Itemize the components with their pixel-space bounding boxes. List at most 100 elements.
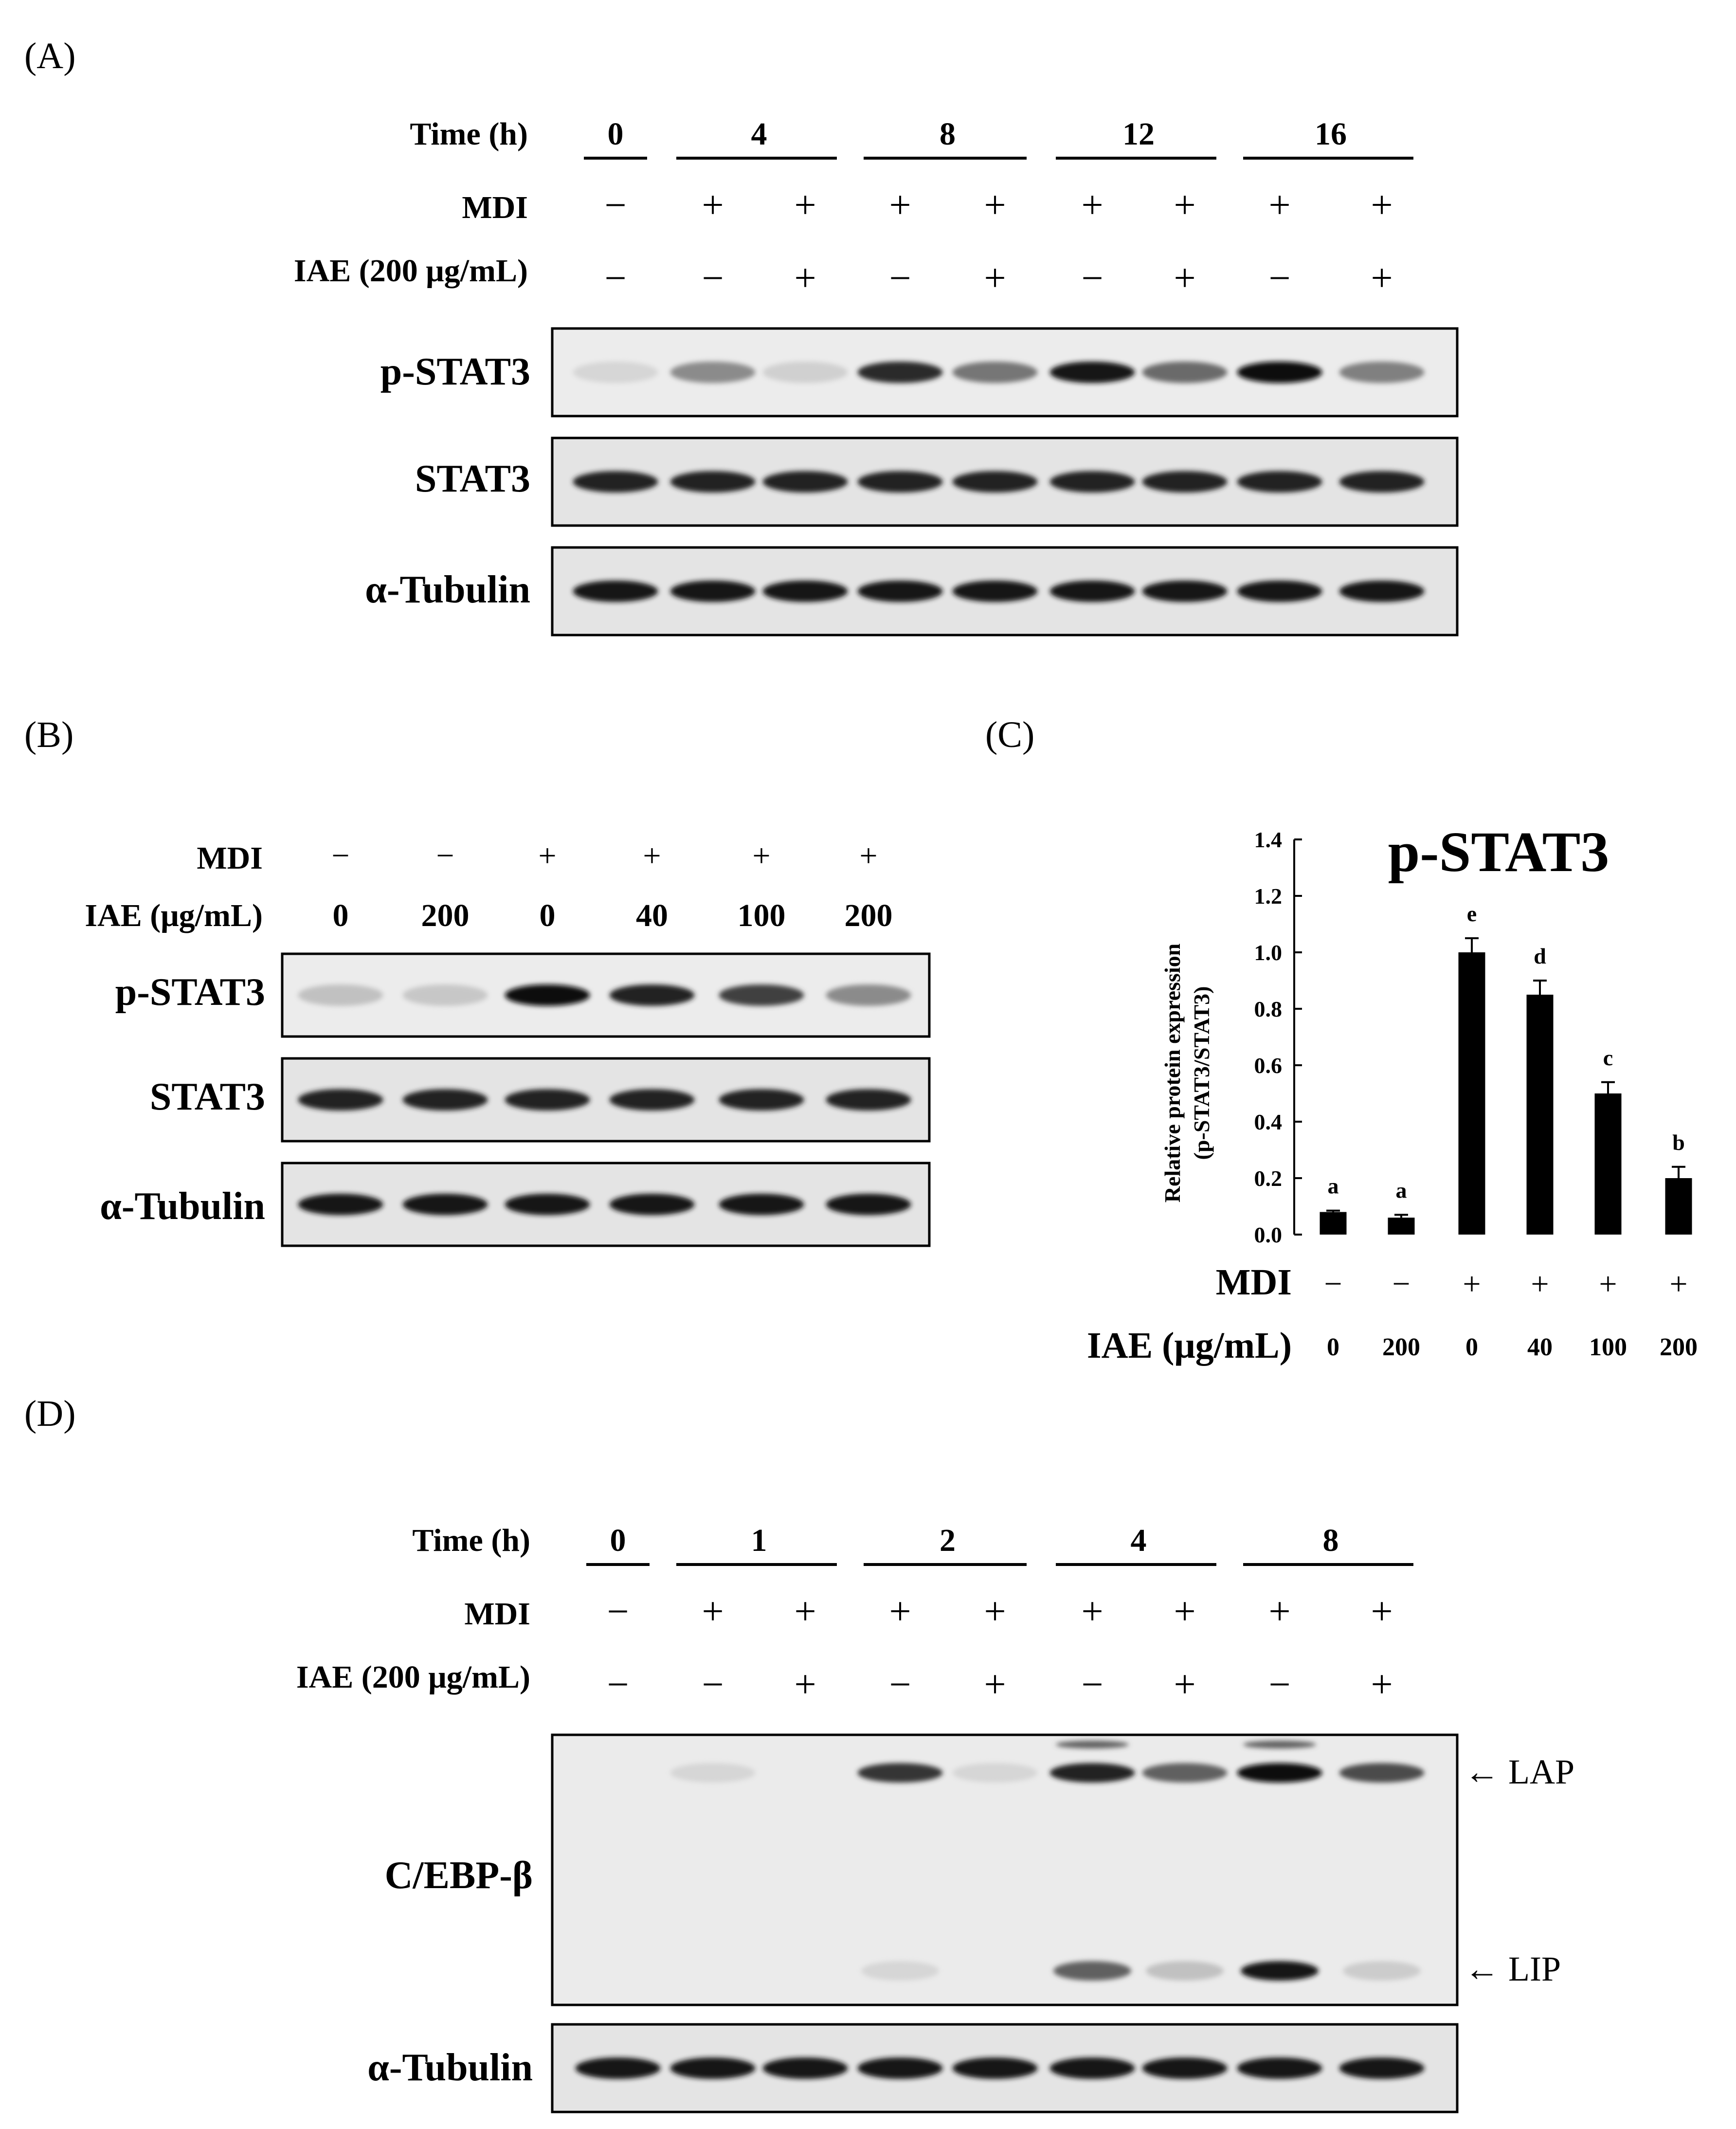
panel-a-band xyxy=(573,581,658,602)
panel-b-band xyxy=(719,984,804,1006)
panel-d-mdi-sign: − xyxy=(607,1590,629,1633)
panel-d-time-value: 2 xyxy=(940,1523,956,1558)
panel-b-band xyxy=(719,1194,804,1215)
panel-b-mdi-label: MDI xyxy=(197,840,263,876)
panel-d-lap-band xyxy=(1142,1763,1228,1783)
panel-a-mdi-sign: + xyxy=(1268,184,1290,227)
panel-a-band xyxy=(1049,362,1135,383)
panel-a-mdi-sign: + xyxy=(889,184,911,227)
panel-b-iae-value: 0 xyxy=(540,898,556,933)
panel-b-tubulin-blot xyxy=(281,1162,931,1247)
panel-a-band xyxy=(1142,581,1228,602)
panel-b-mdi-sign: + xyxy=(752,838,770,873)
panel-a-band xyxy=(573,471,658,492)
panel-d-time-value: 4 xyxy=(1131,1523,1147,1558)
chart-mdi-sign: + xyxy=(1531,1266,1549,1302)
panel-d-lip-band xyxy=(861,1961,939,1981)
panel-d-cebp-label: C/EBP-β xyxy=(385,1854,533,1897)
panel-a-band xyxy=(857,362,943,383)
panel-b-mdi-sign: − xyxy=(436,838,454,873)
panel-b-band xyxy=(609,1194,695,1215)
panel-a-time-value: 0 xyxy=(608,116,624,152)
panel-d-lap-band xyxy=(670,1763,756,1783)
panel-d-tubulin-band xyxy=(575,2057,661,2079)
panel-a-band xyxy=(762,581,848,602)
panel-a-band xyxy=(1049,471,1135,492)
chart-y-tick-label: 1.0 xyxy=(1254,940,1283,965)
panel-a-band xyxy=(670,581,756,602)
chart-iae-value: 200 xyxy=(1660,1333,1698,1361)
panel-d-mdi-sign: + xyxy=(1268,1590,1290,1633)
panel-b-iae-value: 40 xyxy=(636,898,668,933)
chart-mdi-sign: + xyxy=(1599,1266,1617,1302)
panel-d-iae-sign: + xyxy=(1174,1663,1195,1706)
chart-significance-letter: d xyxy=(1534,944,1546,968)
chart-y-tick-label: 0.2 xyxy=(1254,1166,1283,1191)
panel-a-band xyxy=(670,471,756,492)
panel-a-band xyxy=(573,362,658,383)
panel-d-iae-sign: − xyxy=(702,1663,723,1706)
panel-a-label: (A) xyxy=(24,36,76,76)
panel-d-time-label: Time (h) xyxy=(412,1523,530,1558)
panel-b-stat3-blot xyxy=(281,1057,931,1143)
chart-significance-letter: e xyxy=(1467,901,1477,926)
chart-mdi-label: MDI xyxy=(1216,1262,1292,1303)
panel-d-lip-label: ← LIP xyxy=(1465,1949,1561,1988)
panel-b-band xyxy=(298,984,383,1006)
panel-d-iae-sign: − xyxy=(889,1663,911,1706)
panel-a-iae-label: IAE (200 μg/mL) xyxy=(294,253,528,289)
panel-b-band xyxy=(826,1089,911,1110)
panel-b-band xyxy=(298,1089,383,1110)
panel-d-label: (D) xyxy=(24,1393,76,1434)
chart-mdi-sign: + xyxy=(1669,1266,1687,1302)
panel-a-iae-sign: − xyxy=(889,257,911,300)
panel-d-iae-sign: − xyxy=(607,1663,629,1706)
chart-iae-value: 0 xyxy=(1465,1333,1478,1361)
panel-b-header: − − + + + +0 200 0 40 100 200 xyxy=(331,838,892,933)
chart-title: p-STAT3 xyxy=(1388,820,1609,884)
panel-d-tubulin-band xyxy=(1049,2057,1135,2079)
chart-iae-value: 40 xyxy=(1527,1333,1553,1361)
panel-b-mdi-sign: − xyxy=(331,838,349,873)
panel-d-tubulin-band xyxy=(762,2057,848,2079)
panel-d-upper-band xyxy=(1243,1741,1316,1748)
chart-y-tick-label: 1.4 xyxy=(1254,827,1283,852)
panel-a-time-value: 12 xyxy=(1122,116,1155,152)
panel-a-time-value: 16 xyxy=(1315,116,1347,152)
panel-b-mdi-sign: + xyxy=(859,838,877,873)
panel-d-mdi-sign: + xyxy=(889,1590,911,1633)
panel-d-tubulin-band xyxy=(670,2057,756,2079)
panel-a-mdi-sign: + xyxy=(1174,184,1195,227)
panel-a-mdi-sign: + xyxy=(1081,184,1103,227)
chart-iae-value: 0 xyxy=(1327,1333,1339,1361)
panel-b-band xyxy=(402,1194,488,1215)
chart-y-tick-label: 1.2 xyxy=(1254,884,1283,909)
panel-a-band xyxy=(1339,362,1425,383)
panel-d-lip-band xyxy=(1053,1961,1131,1981)
panel-a-band xyxy=(1339,581,1425,602)
panel-b-stat3-label: STAT3 xyxy=(150,1075,265,1118)
panel-a-band xyxy=(670,362,756,383)
panel-d-iae-sign: + xyxy=(794,1663,816,1706)
panel-d-iae-sign: + xyxy=(1371,1663,1392,1706)
chart-significance-letter: b xyxy=(1672,1130,1685,1155)
panel-b-iae-value: 200 xyxy=(845,898,893,933)
panel-b-band xyxy=(505,1089,590,1110)
panel-a-mdi-sign: + xyxy=(702,184,723,227)
panel-b-mdi-sign: + xyxy=(643,838,661,873)
panel-d-lap-band xyxy=(1237,1763,1322,1783)
chart-mdi-sign: + xyxy=(1463,1266,1481,1302)
panel-c-chart: p-STAT3 Relative protein expression (p-S… xyxy=(1087,820,1698,1366)
panel-d-mdi-sign: + xyxy=(702,1590,723,1633)
chart-bar xyxy=(1594,1093,1622,1235)
panel-a-iae-sign: − xyxy=(702,257,723,300)
panel-a-mdi-sign: − xyxy=(604,184,626,227)
panel-a-iae-sign: − xyxy=(604,257,626,300)
panel-b-band xyxy=(826,984,911,1006)
panel-b-band xyxy=(402,984,488,1006)
panel-c-label: (C) xyxy=(985,714,1034,755)
panel-b-iae-value: 200 xyxy=(421,898,470,933)
panel-d-tubulin-band xyxy=(1142,2057,1228,2079)
chart-y-tick-label: 0.0 xyxy=(1254,1222,1283,1247)
